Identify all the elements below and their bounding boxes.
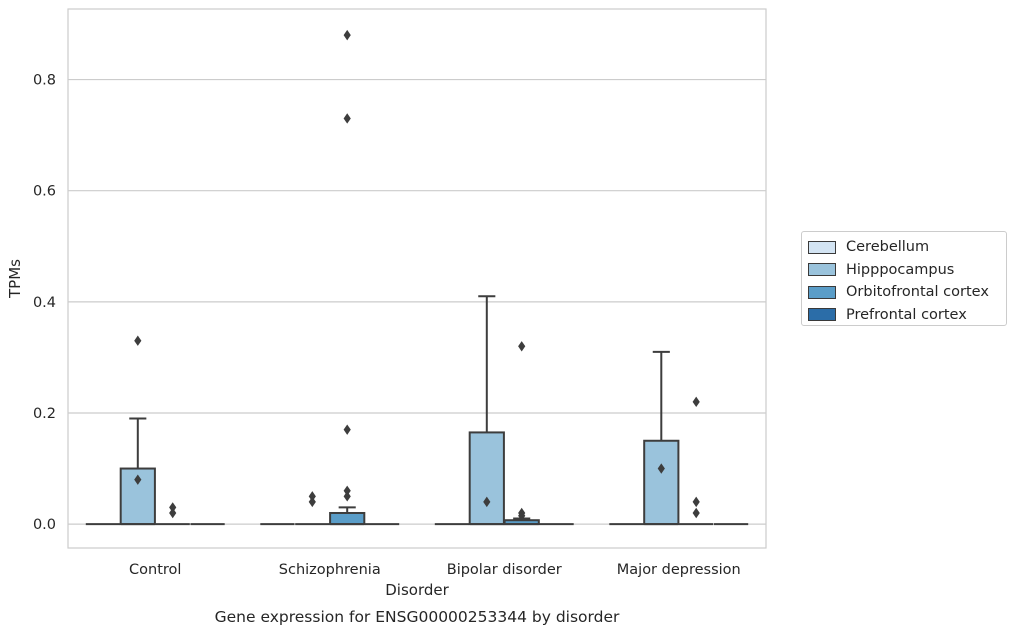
x-tick-label: Major depression <box>617 562 741 578</box>
y-tick-label: 0.6 <box>33 184 56 200</box>
outlier-point <box>169 502 177 513</box>
outlier-point <box>308 496 316 508</box>
outliers <box>134 29 700 521</box>
outlier-point <box>169 507 177 519</box>
chart-title: Gene expression for ENSG00000253344 by d… <box>215 608 620 626</box>
legend-label: Prefrontal cortex <box>846 306 967 323</box>
y-tick-label: 0.2 <box>33 406 56 422</box>
outlier-point <box>518 507 526 519</box>
outlier-point <box>692 507 700 519</box>
outlier-point <box>343 29 351 41</box>
outlier-point <box>692 396 700 408</box>
box <box>119 417 156 526</box>
outlier-point <box>343 491 351 502</box>
outlier-point <box>343 424 351 435</box>
y-axis-ticks: 0.0 0.2 0.4 0.6 0.8 <box>33 73 56 534</box>
x-axis-label: Disorder <box>385 581 449 599</box>
outlier-point <box>657 463 665 474</box>
x-tick-label: Bipolar disorder <box>447 562 562 578</box>
legend-label: Cerebellum <box>846 239 930 256</box>
legend-label: Hipppocampus <box>846 261 955 278</box>
legend-item: Prefrontal cortex <box>808 304 1006 327</box>
outlier-point <box>134 474 142 485</box>
legend-item: Orbitofrontal cortex <box>808 281 1006 304</box>
box-body <box>329 511 366 526</box>
legend-item: Cerebellum <box>808 236 1006 259</box>
legend: Cerebellum Hipppocampus Orbitofrontal cort… <box>801 231 1007 326</box>
y-tick-label: 0.8 <box>33 73 56 89</box>
box <box>329 506 366 526</box>
y-tick-label: 0.0 <box>33 517 56 533</box>
x-axis-ticks: Control Schizophrenia Bipolar disorder Majo… <box>129 562 741 578</box>
y-axis-label: TPMs <box>6 259 24 299</box>
outlier-point <box>692 496 700 508</box>
legend-swatch <box>808 263 836 277</box>
box-body <box>468 431 505 526</box>
y-tick-label: 0.4 <box>33 295 56 311</box>
outlier-point <box>343 113 351 124</box>
outlier-point <box>483 496 491 508</box>
x-tick-label: Control <box>129 562 181 578</box>
legend-item: Hipppocampus <box>808 259 1006 282</box>
outlier-point <box>134 335 142 346</box>
x-tick-label: Schizophrenia <box>279 562 381 578</box>
outlier-point <box>308 491 316 502</box>
legend-label: Orbitofrontal cortex <box>846 284 989 301</box>
box <box>643 350 680 526</box>
box <box>468 295 505 526</box>
legend-swatch <box>808 240 836 254</box>
outlier-point <box>518 341 526 352</box>
legend-swatch <box>808 308 836 322</box>
box-body <box>643 439 680 526</box>
legend-swatch <box>808 285 836 299</box>
outlier-point <box>343 485 351 496</box>
